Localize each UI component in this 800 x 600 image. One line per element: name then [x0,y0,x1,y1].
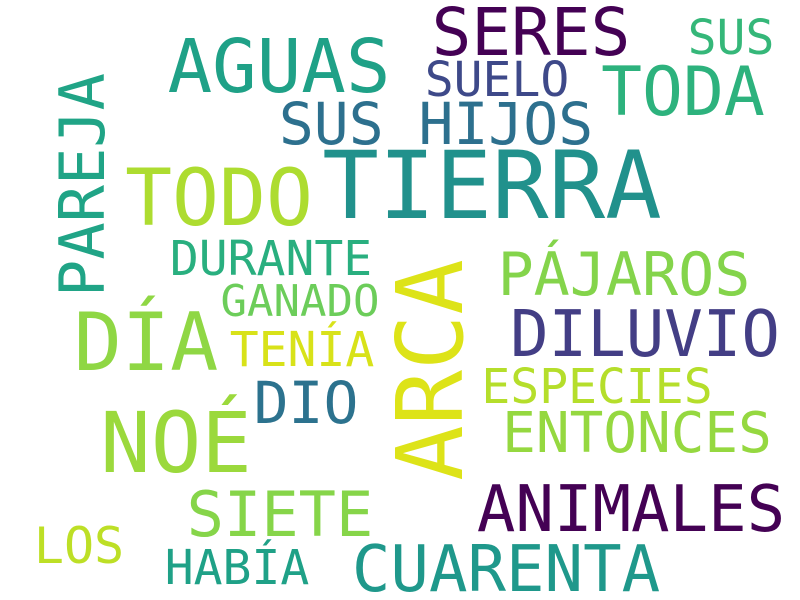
word-diluvio: DILUVIO [510,298,780,372]
word-sus-hijos: SUS HIJOS [279,90,593,158]
word-dia: DÍA [74,295,219,389]
word-suelo: SUELO [425,52,570,108]
word-tierra: TIERRA [322,132,662,241]
word-durante: DURANTE [170,231,372,287]
word-seres: SERES [432,0,631,71]
word-cuarenta: CUARENTA [352,533,660,600]
word-pajaros: PÁJAROS [498,238,751,310]
word-noe: NOÉ [100,394,252,492]
word-sus: SUS [688,10,775,66]
word-siete: SIETE [187,478,374,551]
word-especies: ESPECIES [481,359,712,415]
word-aguas: AGUAS [168,24,391,110]
word-pareja: PAREJA [46,73,119,297]
word-toda: TODA [601,53,765,132]
word-animales: ANIMALES [477,473,785,547]
word-tenia: TENÍA [230,321,375,378]
word-todo: TODO [125,154,313,244]
word-dio: DIO [254,369,359,437]
word-entonces: ENTONCES [502,401,772,466]
word-arca: ARCA [377,259,484,481]
word-habia: HABÍA [165,539,310,596]
word-ganado: GANADO [221,276,380,327]
word-los: LOS [34,517,124,575]
